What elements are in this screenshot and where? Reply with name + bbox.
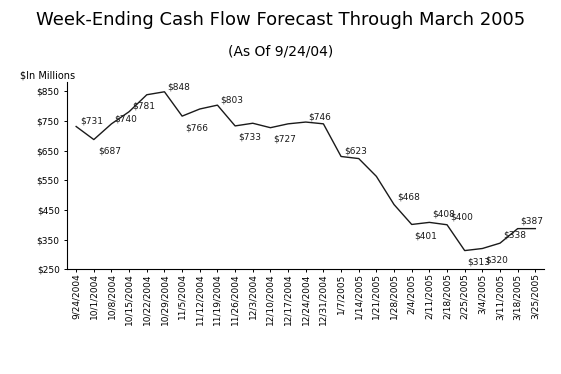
Text: $400: $400	[450, 212, 473, 221]
Text: $401: $401	[415, 232, 438, 240]
Text: $338: $338	[503, 231, 526, 240]
Text: $687: $687	[98, 147, 121, 156]
Text: $623: $623	[344, 146, 367, 155]
Text: $In Millions: $In Millions	[20, 70, 75, 80]
Text: Week-Ending Cash Flow Forecast Through March 2005: Week-Ending Cash Flow Forecast Through M…	[36, 11, 525, 29]
Text: $740: $740	[114, 114, 137, 123]
Text: $766: $766	[185, 123, 208, 132]
Text: $408: $408	[432, 210, 455, 219]
Text: $746: $746	[309, 112, 332, 121]
Text: $387: $387	[521, 216, 544, 225]
Text: $781: $781	[132, 102, 155, 111]
Text: $313: $313	[467, 257, 490, 266]
Text: (As Of 9/24/04): (As Of 9/24/04)	[228, 45, 333, 59]
Text: $733: $733	[238, 133, 261, 142]
Text: $731: $731	[80, 117, 103, 126]
Text: $803: $803	[220, 95, 243, 104]
Text: $468: $468	[397, 192, 420, 201]
Text: $727: $727	[273, 135, 296, 144]
Text: $848: $848	[167, 82, 190, 91]
Text: $320: $320	[485, 255, 508, 264]
